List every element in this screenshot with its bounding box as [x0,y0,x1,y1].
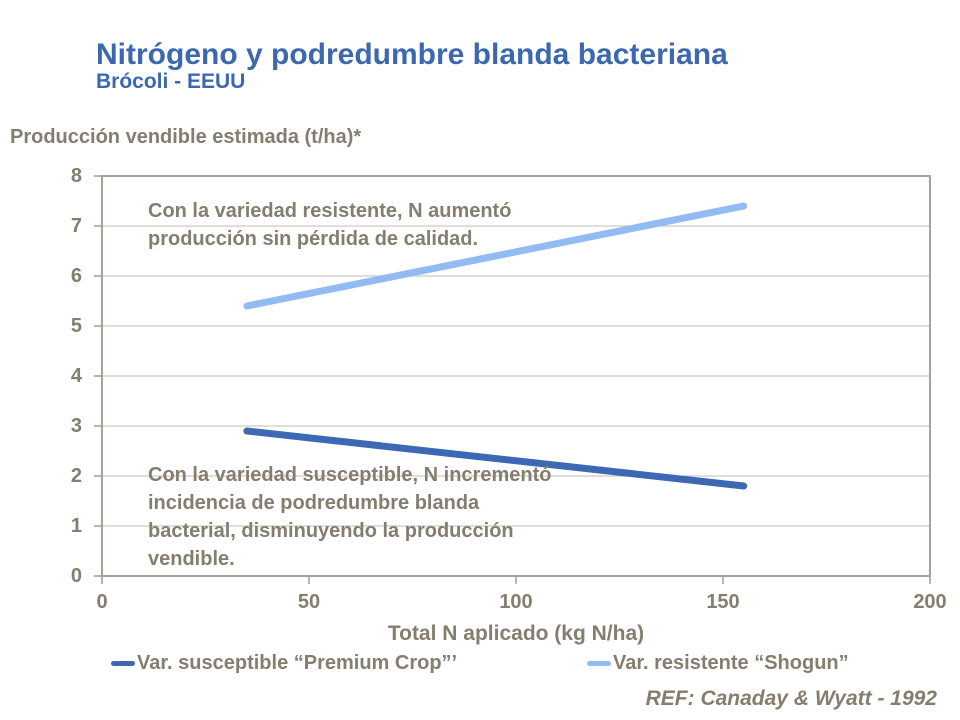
y-tick-label: 4 [70,365,82,387]
x-tick-label: 100 [499,591,533,613]
legend-label-susceptible: Var. susceptible “Premium Crop”’ [137,651,458,674]
annotation-susceptible-variety: Con la variedad susceptible, N increment… [148,464,552,570]
y-tick-label: 5 [70,315,82,337]
slide-subtitle: Brócoli - EEUU [96,70,246,93]
reference-citation: REF: Canaday & Wyatt - 1992 [645,687,937,710]
y-tick-label: 2 [70,465,82,487]
y-tick-label: 0 [70,565,82,587]
legend-item-resistant: Var. resistente “Shogun” [587,650,849,676]
slide-title: Nitrógeno y podredumbre blanda bacterian… [96,38,728,71]
x-tick-label: 0 [96,591,108,613]
legend-item-susceptible: Var. susceptible “Premium Crop”’ [111,650,457,676]
x-tick-label: 150 [706,591,740,613]
y-tick-label: 3 [70,415,82,437]
resistant-line-marker-icon [587,660,611,666]
y-tick-label: 6 [70,265,82,287]
y-axis-caption: Producción vendible estimada (t/ha)* [10,126,362,148]
legend-label-resistant: Var. resistente “Shogun” [613,651,849,674]
annotation-resistant-variety: Con la variedad resistente, N aumentó pr… [148,200,512,250]
y-tick-label: 8 [70,165,82,187]
series-line-1 [243,202,748,310]
y-tick-label: 1 [70,515,82,537]
y-tick-label: 7 [70,215,82,237]
series-line-0 [243,427,748,490]
x-tick-label: 50 [297,591,321,613]
x-axis-title: Total N aplicado (kg N/ha) [387,622,645,645]
susceptible-line-marker-icon [111,660,135,666]
x-tick-label: 200 [913,591,947,613]
